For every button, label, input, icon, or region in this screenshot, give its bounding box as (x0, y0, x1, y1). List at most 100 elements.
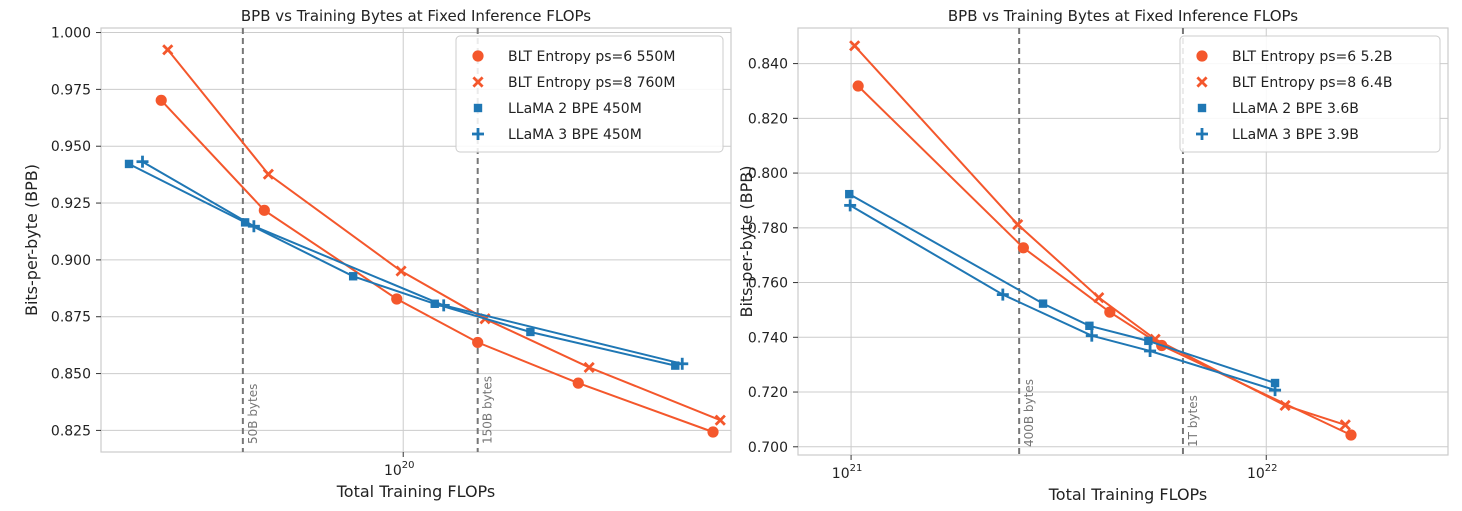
data-point (707, 426, 719, 438)
y-axis-label: Bits-per-byte (BPB) (22, 164, 41, 316)
legend-marker (472, 128, 484, 140)
legend-marker (472, 76, 484, 88)
data-point (258, 204, 270, 216)
data-point-stroke-b (849, 40, 861, 52)
data-point-stroke-b (714, 414, 726, 426)
reference-line-label: 400B bytes (1022, 379, 1036, 447)
x-tick-base: 10 (832, 466, 850, 482)
data-point-stroke-b (1093, 292, 1105, 304)
series-4 (844, 199, 1282, 397)
data-point (1038, 299, 1048, 308)
legend-marker (1196, 76, 1208, 88)
y-tick-label: 1.000 (51, 26, 91, 42)
legend-box (1179, 35, 1441, 153)
legend-marker (1197, 103, 1207, 113)
data-point (1085, 329, 1098, 342)
series-4 (136, 155, 689, 370)
series-3 (124, 159, 680, 370)
data-point-stroke-b (583, 361, 595, 374)
legend-label: LLaMA 2 BPE 450M (508, 101, 642, 117)
series-line (167, 49, 721, 422)
legend-box (455, 35, 724, 153)
data-point-stroke-b (395, 265, 407, 277)
chart-panel-2: 0.700 0.720 0.740 0.760 0.780 0.800 0.820 0.840… (737, 7, 1449, 504)
y-tick-label: 0.925 (51, 196, 91, 212)
series-line (160, 99, 714, 433)
series-1 (155, 94, 719, 438)
data-point (1012, 218, 1024, 231)
data-point (1270, 378, 1280, 388)
legend-label: BLT Entropy ps=6 5.2B (1232, 49, 1392, 65)
legend-label: BLT Entropy ps=8 760M (508, 75, 675, 91)
x-axis-label: Total Training FLOPs (1048, 485, 1208, 504)
data-point (162, 44, 174, 56)
y-tick-label: 0.900 (51, 253, 91, 269)
data-point (1104, 306, 1116, 318)
x-tick-base: 10 (384, 463, 402, 479)
x-tick-exponent: 21 (850, 463, 863, 474)
chart-title: BPB vs Training Bytes at Fixed Inference… (948, 7, 1298, 25)
y-tick-label: 0.850 (51, 367, 91, 383)
data-point (676, 357, 689, 370)
data-point (1085, 321, 1094, 331)
data-point (391, 293, 403, 305)
legend-label: LLaMA 3 BPE 3.9B (1232, 127, 1359, 143)
data-point (1269, 384, 1282, 397)
data-point (849, 40, 861, 52)
legend: BLT Entropy ps=6 5.2B BLT Entropy ps=8 6.… (1179, 35, 1441, 153)
data-point (395, 265, 407, 277)
y-tick-label: 0.950 (51, 139, 91, 155)
data-point-stroke-b (1012, 218, 1024, 231)
legend-label: LLaMA 3 BPE 450M (508, 127, 642, 143)
x-tick-exponent: 22 (1265, 463, 1278, 474)
series-line (853, 45, 1346, 426)
data-point (472, 336, 484, 349)
y-tick-label: 0.840 (748, 57, 788, 73)
data-point (583, 361, 595, 374)
legend-marker-stroke-b (472, 76, 484, 88)
legend-label: BLT Entropy ps=6 550M (508, 49, 675, 65)
x-tick-exponent: 20 (402, 460, 415, 471)
x-tick-label: 1022 (1247, 463, 1278, 482)
x-axis-label: Total Training FLOPs (336, 482, 496, 501)
data-point (996, 288, 1009, 301)
data-point-stroke-b (1339, 419, 1351, 431)
reference-line-label: 50B bytes (246, 384, 260, 444)
data-point (852, 80, 864, 92)
legend-marker (473, 103, 483, 113)
series-3 (845, 189, 1280, 388)
reference-line-label: 150B bytes (481, 376, 495, 444)
data-point (844, 199, 857, 212)
data-point (430, 299, 439, 308)
data-point (136, 155, 149, 168)
y-axis-label: Bits-per-byte (BPB) (737, 165, 756, 317)
y-tick-label: 0.780 (748, 221, 788, 237)
data-point (1279, 399, 1291, 412)
plot-frame (797, 27, 1449, 456)
y-tick-label: 0.825 (51, 423, 91, 439)
data-point (671, 361, 680, 370)
data-point (262, 168, 274, 180)
y-tick-label: 0.740 (748, 330, 788, 346)
data-point (124, 159, 134, 169)
x-tick-label: 1020 (384, 460, 415, 479)
plot-frame (100, 27, 732, 453)
legend: BLT Entropy ps=6 550M BLT Entropy ps=8 76… (455, 35, 724, 153)
y-tick-label: 0.975 (51, 82, 91, 98)
y-tick-label: 0.720 (748, 385, 788, 401)
data-point (155, 94, 167, 106)
data-point (437, 299, 450, 312)
data-point (1144, 344, 1157, 357)
data-point (240, 218, 250, 227)
data-point (1339, 419, 1351, 431)
series-line (141, 160, 683, 365)
reference-line-label: 1T bytes (1186, 395, 1200, 447)
data-point (1144, 336, 1153, 346)
y-tick-label: 0.875 (51, 310, 91, 326)
chart-panel-1: 0.825 0.850 0.875 0.900 0.925 0.950 0.975 1.000… (22, 7, 732, 501)
x-tick-base: 10 (1247, 466, 1265, 482)
legend-marker (1196, 128, 1208, 140)
data-point (348, 272, 358, 281)
data-point-stroke-b (1279, 399, 1291, 412)
